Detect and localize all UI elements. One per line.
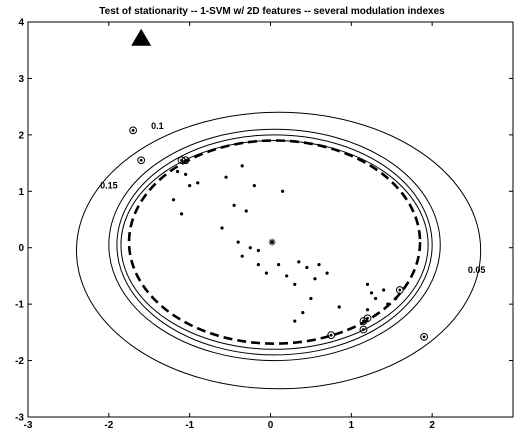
- data-point: [264, 271, 269, 275]
- data-point: [184, 172, 188, 176]
- contour-label: 0.05: [468, 265, 486, 275]
- support-vector-ring: [137, 156, 146, 165]
- plot-frame: [27, 21, 514, 418]
- data-point: [373, 296, 378, 301]
- data-point: [240, 254, 244, 258]
- y-tick-label: -3: [15, 413, 24, 424]
- data-point: [179, 212, 184, 216]
- support-vector-point: [398, 288, 402, 292]
- data-point: [293, 319, 297, 323]
- contour-line: [120, 140, 429, 350]
- data-point: [325, 271, 329, 275]
- data-point: [276, 263, 281, 267]
- x-tick-label: -3: [24, 420, 33, 431]
- support-vector-ring: [420, 332, 428, 341]
- plot-area: -3 -2 -1 0 1 2 -3 -2 -1 0 1 2 3 4 0.05 0.1 0.15: [15, 18, 514, 431]
- contour-dashed: [127, 139, 422, 345]
- contour-label: 0.15: [100, 180, 118, 190]
- data-point: [171, 198, 176, 202]
- data-point: [175, 169, 180, 174]
- contour-line: [76, 111, 482, 390]
- y-tick-label: -2: [15, 356, 24, 367]
- x-tick-label: -2: [104, 420, 113, 431]
- data-point: [293, 282, 297, 286]
- x-tick-label: -1: [185, 420, 194, 431]
- x-tick-label: 2: [429, 420, 435, 431]
- support-vector-point: [422, 335, 426, 339]
- support-vector-point: [131, 128, 135, 132]
- support-vector-point: [184, 158, 188, 162]
- data-point: [309, 296, 313, 301]
- data-point: [220, 226, 224, 230]
- data-point: [232, 203, 236, 207]
- support-vector-point: [329, 333, 333, 337]
- support-vector-ring: [359, 325, 368, 334]
- data-point: [281, 189, 285, 193]
- support-vector-point: [366, 316, 369, 320]
- contour-line: [116, 134, 433, 356]
- data-point: [240, 164, 244, 168]
- triangle-marker: [131, 28, 152, 46]
- support-vector-point: [362, 328, 365, 331]
- data-point: [248, 246, 252, 250]
- x-tick-label: 1: [349, 420, 355, 431]
- data-point: [252, 184, 256, 188]
- y-tick-label: 2: [18, 130, 24, 141]
- contour-label: 0.1: [151, 121, 164, 131]
- y-tick-label: 3: [18, 74, 24, 85]
- support-vector-ring: [129, 126, 137, 135]
- data-point: [244, 209, 248, 213]
- support-vector-ring: [395, 286, 404, 294]
- chart-title: Test of stationarity -- 1-SVM w/ 2D feat…: [99, 6, 445, 17]
- data-point: [337, 305, 341, 309]
- data-point: [224, 175, 228, 179]
- y-tick-label: 4: [18, 18, 24, 29]
- data-point: [365, 308, 370, 312]
- support-vector-point: [362, 319, 365, 323]
- data-point: [256, 263, 260, 267]
- contour-line: [108, 128, 441, 362]
- center-star-stroke: [269, 239, 275, 245]
- data-point: [285, 274, 289, 278]
- x-tick-label: 0: [268, 420, 274, 431]
- data-point: [365, 282, 370, 286]
- data-point: [297, 260, 301, 264]
- data-point: [236, 240, 240, 244]
- data-point: [188, 184, 192, 188]
- data-point: [313, 277, 317, 281]
- support-vector-ring: [363, 314, 372, 323]
- data-point: [301, 311, 305, 315]
- support-vector-ring: [359, 317, 368, 325]
- y-tick-label: 1: [18, 187, 24, 198]
- support-vector-ring: [181, 156, 190, 165]
- y-tick-label: -1: [15, 300, 24, 311]
- data-point: [317, 263, 321, 267]
- data-point: [305, 265, 309, 270]
- data-point: [394, 296, 398, 301]
- data-point: [386, 302, 390, 306]
- support-vector-ring: [327, 331, 336, 340]
- data-point: [256, 248, 260, 253]
- data-point: [369, 291, 374, 295]
- support-vector-point: [139, 158, 143, 162]
- data-point: [196, 181, 200, 185]
- data-point: [382, 288, 386, 292]
- y-tick-label: 0: [18, 243, 24, 254]
